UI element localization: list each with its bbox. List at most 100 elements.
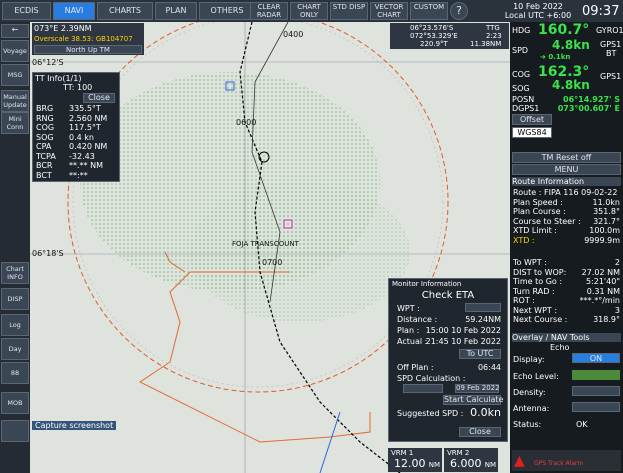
range: 2.39NM: [60, 24, 92, 33]
tt-label: BCT: [36, 170, 52, 180]
density-select[interactable]: [572, 386, 620, 396]
route-value: 321.7°: [593, 216, 620, 226]
tt-label: BCR: [36, 161, 53, 170]
lat-label: 06°18'S: [32, 249, 64, 258]
side-button[interactable]: Mini Conn: [1, 112, 29, 134]
to-utc-button[interactable]: To UTC: [459, 349, 501, 359]
cog-value: 162.3°: [538, 64, 590, 80]
vrm-unit: NM: [484, 461, 496, 469]
camera-button[interactable]: [1, 420, 29, 442]
echo-label: Echo: [550, 343, 570, 352]
monitor-value: 59.24NM: [465, 315, 501, 324]
spd-calc-label: SPD Calculation :: [397, 374, 466, 383]
nav-panel: HDG 160.7° GYRO1 SPD 4.8kn GPS1 BT ➜ 0.1…: [510, 22, 623, 473]
posn-label: POSN: [512, 95, 535, 104]
close-button[interactable]: Close: [459, 427, 501, 437]
tab[interactable]: PLAN: [155, 2, 197, 20]
route-value: 2: [614, 258, 620, 267]
spd-source: GPS1: [600, 40, 622, 49]
tt-info: TT Info(1/1) TT: 100 Close BRG 335.5°T RNG…: [32, 72, 120, 182]
help-icon[interactable]: ?: [450, 2, 468, 20]
cursor-brg: 220.9°T: [420, 40, 448, 48]
tt-id: TT: 100: [63, 83, 93, 92]
status-label: Status:: [513, 420, 542, 429]
date: 10 Feb 2022: [513, 2, 563, 11]
hdg-source: GYRO1: [596, 26, 623, 35]
chart-header: 073°E 2.39NM Overscale 38.53: GB104707 N…: [32, 23, 144, 55]
toolbar-button[interactable]: CLEAR RADAR: [250, 2, 288, 20]
orientation[interactable]: North Up TM: [34, 45, 142, 54]
tab[interactable]: NAVI: [53, 2, 95, 20]
tt-value: **:**: [69, 170, 88, 180]
alarm-bar: ▲ GPS Track Alarm: [512, 450, 621, 471]
alarm-text: GPS Track Alarm: [534, 460, 584, 467]
side-button[interactable]: MOB: [1, 392, 29, 414]
alarm-icon: ▲: [514, 453, 525, 469]
lon: 073°E: [34, 24, 59, 33]
tt-value: 2.560 NM: [69, 113, 108, 123]
tab[interactable]: ECDIS: [2, 2, 51, 20]
time-label: 0600: [236, 118, 257, 127]
monitor-heading: Check ETA: [421, 290, 475, 301]
route-title: Route Information: [512, 177, 621, 186]
toolbar-button[interactable]: CUSTOM: [410, 2, 448, 20]
datum: WGS84: [512, 127, 552, 138]
spd-label: SPD: [512, 46, 529, 55]
tt-label: SOG: [36, 132, 54, 142]
tab[interactable]: OTHERS: [199, 2, 255, 20]
side-button[interactable]: Day: [1, 338, 29, 360]
hdg-label: HDG: [512, 26, 531, 35]
route-name: Route : FIPA 116 09-02-22: [513, 188, 618, 197]
side-button[interactable]: Chart INFO: [1, 262, 29, 284]
route-value: 0.31 NM: [586, 286, 620, 296]
spd-value: 4.8kn: [552, 38, 590, 52]
lat-value: 06°14.927' S: [563, 95, 620, 104]
cursor-rng: 11.38NM: [470, 40, 502, 48]
lon-value: 073°00.607' E: [557, 104, 620, 113]
side-button[interactable]: Log: [1, 314, 29, 336]
toolbar-button[interactable]: VECTOR CHART: [370, 2, 408, 20]
hdg-value: 160.7°: [538, 22, 590, 38]
side-button[interactable]: DISP: [1, 288, 29, 310]
tm-reset-button[interactable]: TM Reset off: [512, 152, 621, 163]
offset-button[interactable]: Offset: [512, 114, 552, 125]
wpt-select[interactable]: [465, 303, 501, 312]
menu-button[interactable]: MENU: [512, 164, 621, 175]
route-label: Plan Speed :: [513, 197, 563, 207]
level-slider[interactable]: [572, 370, 620, 380]
display-toggle[interactable]: ON: [572, 353, 620, 363]
overlay-title: Overlay / NAV Tools: [512, 333, 621, 342]
tab[interactable]: CHARTS: [97, 2, 153, 20]
tt-title: TT Info(1/1): [35, 74, 82, 83]
route-value: 9999.9m: [584, 235, 620, 245]
off-plan-value: 06:44: [477, 363, 501, 372]
monitor-value: 21:45 10 Feb 2022: [425, 337, 501, 346]
time-input[interactable]: [403, 384, 443, 393]
antenna-select[interactable]: [572, 402, 620, 412]
display-label: Display:: [513, 355, 545, 364]
vrm-box[interactable]: VRM 2 6.000 NM: [444, 448, 498, 472]
side-button[interactable]: Voyage: [1, 40, 29, 62]
tt-value: -32.43: [69, 151, 95, 161]
side-button[interactable]: Manual Update: [1, 90, 29, 112]
monitor-label: Plan :: [397, 326, 420, 335]
date-box: 10 Feb 2022 Local UTC +6:00: [503, 2, 573, 20]
side-button[interactable]: 88: [1, 362, 29, 384]
side-button[interactable]: MSG: [1, 64, 29, 86]
route-value: ***.*°/min: [579, 296, 620, 305]
start-button[interactable]: Start Calculate: [443, 395, 504, 405]
vrm-box[interactable]: VRM 1 12.00 NM: [388, 448, 442, 472]
toolbar-button[interactable]: CHART ONLY: [290, 2, 328, 20]
chart-label: FOJA TRANSCOUNT: [232, 240, 299, 248]
time-label: 0400: [283, 30, 304, 39]
time: 09:37: [582, 4, 620, 19]
wpt-label: WPT :: [397, 304, 420, 313]
toolbar-button[interactable]: STD DISP: [330, 2, 368, 20]
date-input[interactable]: 09 Feb 2022: [455, 384, 500, 393]
tt-label: CPA: [36, 142, 52, 151]
back-button[interactable]: ←: [1, 24, 29, 38]
close-button[interactable]: Close: [83, 93, 115, 103]
cursor-lon: 072°53.329'E: [410, 32, 458, 40]
lat-label: 06°12'S: [32, 58, 64, 67]
